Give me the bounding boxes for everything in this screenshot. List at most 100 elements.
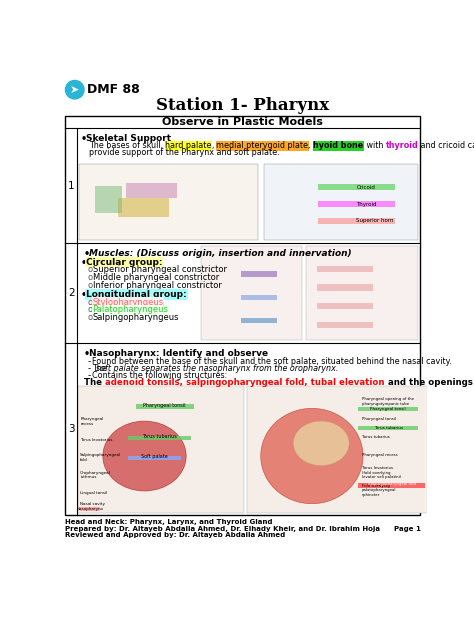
Text: o: o [87, 305, 92, 314]
Text: Reviewed and Approved by: Dr. Altayeb Abdalla Ahmed: Reviewed and Approved by: Dr. Altayeb Ab… [65, 532, 286, 538]
Text: Cricoid: Cricoid [356, 185, 375, 190]
Text: 2: 2 [68, 288, 74, 298]
Text: •: • [83, 249, 90, 259]
Polygon shape [118, 198, 169, 217]
Text: Nasopharynx: Identify and observe: Nasopharynx: Identify and observe [89, 349, 268, 358]
Ellipse shape [261, 408, 363, 504]
Bar [128, 456, 181, 460]
Text: -: - [87, 357, 91, 366]
Text: o: o [87, 281, 92, 289]
Text: ➤: ➤ [70, 85, 80, 95]
Text: Pharyngeal tonsil: Pharyngeal tonsil [143, 403, 186, 408]
Bar [136, 404, 194, 409]
Bar [65, 116, 420, 514]
Text: adenoid tonsils, salpingopharyngeal fold, tubal elevation: adenoid tonsils, salpingopharyngeal fold… [105, 379, 384, 387]
Text: Oropharyngeal
isthmus: Oropharyngeal isthmus [80, 471, 111, 480]
Bar [128, 435, 191, 439]
Text: •: • [83, 349, 90, 359]
Text: Inferior pharyngeal constrictor: Inferior pharyngeal constrictor [92, 281, 221, 289]
Text: Contains the following structures:: Contains the following structures: [92, 371, 227, 380]
Text: •: • [81, 290, 87, 300]
Text: Salpingopharyngeal
fold: Salpingopharyngeal fold [80, 453, 121, 461]
Text: Thyroid: Thyroid [356, 202, 377, 207]
Text: Prepared by: Dr. Altayeb Abdalla Ahmed, Dr. Elhady Kheir, and Dr. Ibrahim Hoja: Prepared by: Dr. Altayeb Abdalla Ahmed, … [65, 526, 381, 532]
Text: 1: 1 [68, 181, 74, 191]
Text: •: • [81, 258, 87, 267]
Polygon shape [95, 186, 122, 213]
Text: hyoid bone: hyoid bone [313, 142, 364, 150]
Text: Page 1: Page 1 [393, 526, 420, 532]
Bar [318, 184, 395, 190]
Text: Nasal cavity: Nasal cavity [80, 502, 105, 506]
Text: medial pterygoid plate: medial pterygoid plate [217, 142, 309, 150]
Bar [201, 246, 302, 340]
Text: o: o [87, 298, 92, 307]
Bar [264, 164, 418, 240]
Text: Pharyngeal tonsil: Pharyngeal tonsil [362, 417, 396, 421]
Text: and the openings to the Eustachian tubes.: and the openings to the Eustachian tubes… [384, 379, 474, 387]
Text: The: The [92, 364, 109, 373]
Text: Fold overlying
palatopharyngeal
sphincter: Fold overlying palatopharyngeal sphincte… [362, 483, 397, 497]
Bar [317, 265, 373, 272]
Bar [80, 507, 100, 511]
Ellipse shape [103, 421, 186, 491]
Text: o: o [87, 265, 92, 274]
Text: -: - [87, 371, 91, 380]
Text: The bases of skull,: The bases of skull, [89, 142, 165, 150]
Text: with: with [364, 142, 385, 150]
Bar [306, 246, 418, 340]
Text: soft palate separates the nasopharynx from the oropharynx.: soft palate separates the nasopharynx fr… [96, 364, 338, 373]
Text: thyroid: thyroid [385, 142, 418, 150]
Text: Observe in Plastic Models: Observe in Plastic Models [163, 117, 323, 127]
Bar [358, 407, 418, 411]
Bar [241, 271, 277, 277]
Bar [80, 164, 258, 240]
Text: 3: 3 [68, 424, 74, 434]
Text: and cricoid cartilages: and cricoid cartilages [418, 142, 474, 150]
Text: Torus levatorius
(fold overlying
levator veli palatini): Torus levatorius (fold overlying levator… [362, 466, 401, 479]
Text: DMF 88: DMF 88 [87, 83, 140, 96]
Bar [317, 303, 373, 310]
Text: Longitudinal group:: Longitudinal group: [86, 290, 187, 299]
Text: Circular group:: Circular group: [86, 258, 163, 267]
Text: Station 1- Pharynx: Station 1- Pharynx [156, 97, 329, 114]
Text: Pharyngeal recess: Pharyngeal recess [362, 453, 398, 457]
Bar [317, 284, 373, 291]
Text: Torus tubarius: Torus tubarius [374, 426, 402, 430]
Bar [241, 318, 277, 324]
Text: Nasopharynx: Nasopharynx [77, 507, 104, 511]
Text: Lingual tonsil: Lingual tonsil [80, 491, 108, 495]
Text: o: o [87, 313, 92, 322]
Text: Salpingopharyngeus: Salpingopharyngeus [92, 313, 179, 322]
Text: Superior horn: Superior horn [356, 218, 394, 223]
Text: Torus tubarius: Torus tubarius [362, 435, 390, 439]
Text: Soft palate: Soft palate [141, 454, 168, 459]
Text: Head and Neck: Pharynx, Larynx, and Thyroid Gland: Head and Neck: Pharynx, Larynx, and Thyr… [65, 520, 273, 525]
Text: Pharyngeal tonsil: Pharyngeal tonsil [370, 407, 406, 411]
Bar [78, 386, 245, 513]
Text: Pharyngeal opening of the
pharyngotympanic tube: Pharyngeal opening of the pharyngotympan… [362, 397, 414, 406]
Text: Torus tubarius: Torus tubarius [142, 434, 177, 439]
Bar [317, 322, 373, 328]
Text: Pharyngeal
recess: Pharyngeal recess [80, 417, 103, 426]
Text: •: • [81, 133, 87, 143]
Ellipse shape [293, 421, 349, 466]
Text: provide support of the Pharynx and soft palate.: provide support of the Pharynx and soft … [89, 149, 279, 157]
Text: ,: , [211, 142, 217, 150]
Text: Found between the base of the skull and the soft palate, situated behind the nas: Found between the base of the skull and … [92, 357, 452, 366]
Text: Middle pharyngeal constrictor: Middle pharyngeal constrictor [92, 273, 219, 282]
Bar [247, 386, 433, 513]
Circle shape [65, 80, 84, 99]
Bar [358, 426, 418, 430]
Bar [358, 483, 425, 488]
Text: Torus levatorius: Torus levatorius [80, 437, 112, 442]
Text: Palatopharyngeus: Palatopharyngeus [92, 305, 168, 314]
Polygon shape [126, 183, 177, 198]
Bar [318, 217, 395, 224]
Text: Muscles: (Discuss origin, insertion and innervation): Muscles: (Discuss origin, insertion and … [89, 249, 351, 258]
Bar [241, 295, 277, 300]
Text: -: - [87, 364, 91, 373]
Bar [318, 201, 395, 207]
Text: Skeletal Support: Skeletal Support [86, 133, 172, 143]
Text: o: o [87, 273, 92, 282]
